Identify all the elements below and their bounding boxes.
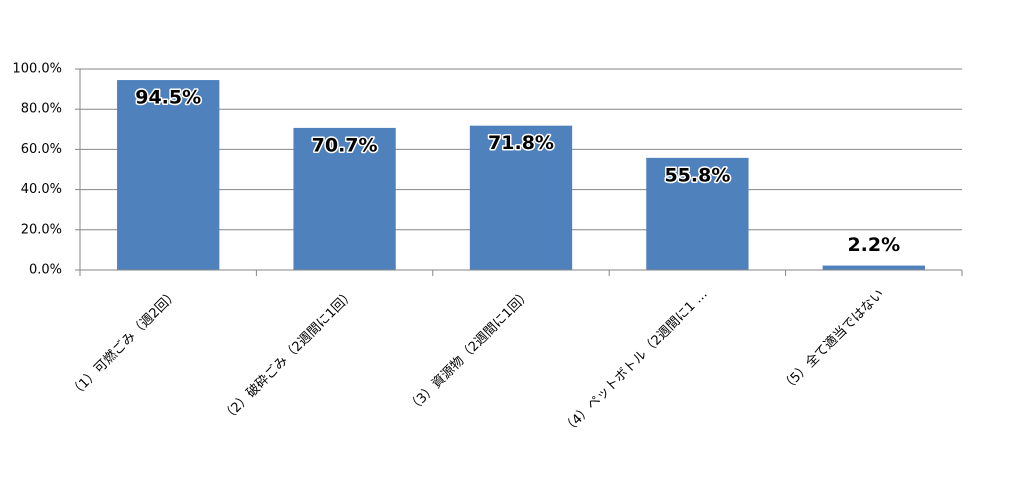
x-tick-label: （4）ペットボトル（2週間に1 … [560,287,711,438]
bar [646,157,749,270]
value-label: 70.7% [312,134,378,156]
bar [293,127,396,270]
y-tick-label: 0.0% [29,263,62,278]
y-tick-label: 80.0% [21,102,62,117]
bar [117,80,220,271]
y-tick-label: 100.0% [12,62,62,77]
y-tick-label: 20.0% [21,222,62,237]
value-label: 71.8% [488,132,554,154]
x-tick-label: （3）資源物（2週間に1回） [405,287,534,416]
x-tick-label: （5）全て適当ではない [778,286,887,395]
y-tick-label: 40.0% [21,182,62,197]
bar [822,265,925,270]
bar [469,125,573,270]
value-label: 2.2% [847,234,900,256]
y-tick-label: 60.0% [21,142,62,157]
x-tick-label: （1）可燃ごみ（週2回） [67,286,182,401]
x-tick-label: （2）破砕ごみ（2週間に1回） [219,286,358,425]
value-label: 94.5% [135,87,201,109]
value-label: 55.8% [664,164,730,186]
